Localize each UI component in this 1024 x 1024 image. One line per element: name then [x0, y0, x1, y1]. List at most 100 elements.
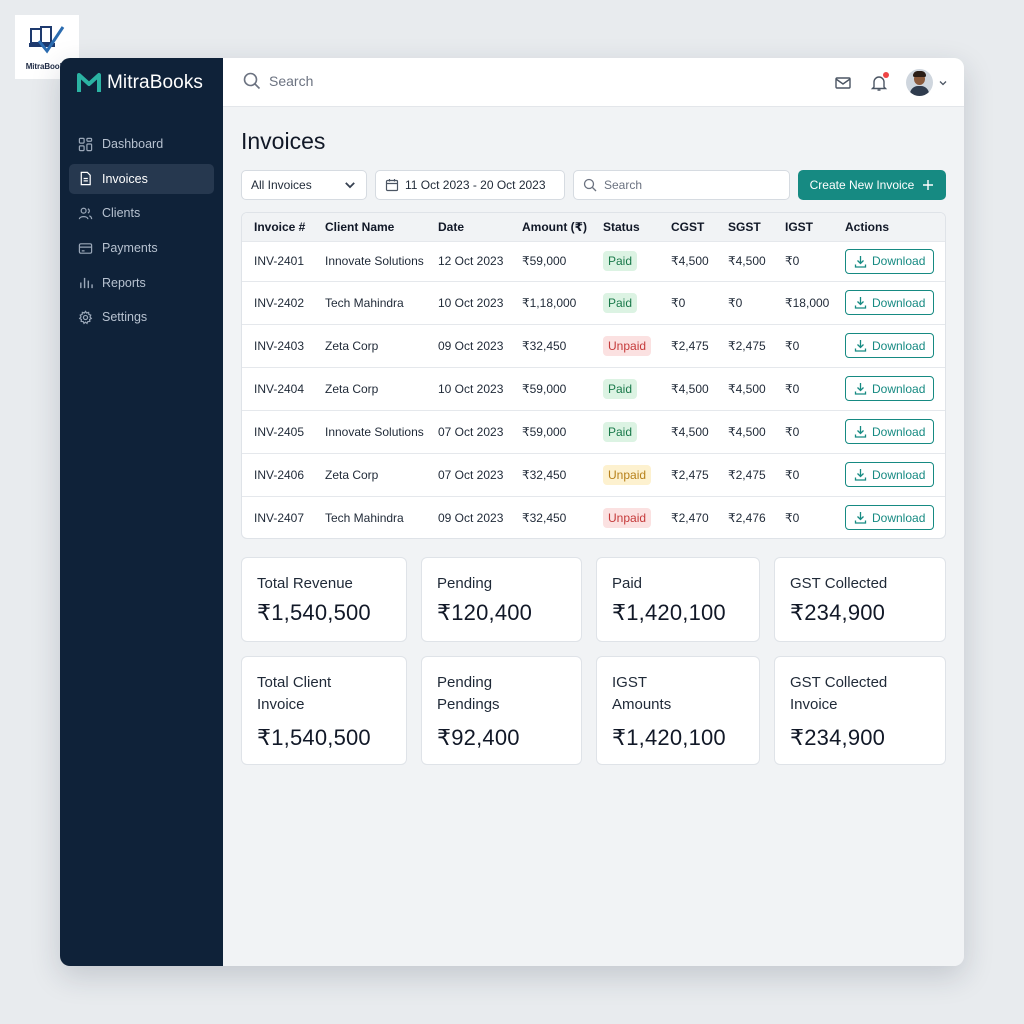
download-button[interactable]: Download [845, 376, 935, 401]
user-menu[interactable] [906, 69, 948, 96]
status-badge: Unpaid [603, 464, 652, 485]
sidebar-item-payments[interactable]: Payments [69, 233, 214, 263]
sidebar: MitraBooks Dashboard Invoices Clients Pa… [60, 58, 223, 966]
cell-amount: ₹1,18,000 [522, 295, 577, 310]
cell-status: Paid [591, 281, 659, 324]
cell-sgst: ₹4,500 [728, 381, 766, 396]
top-search[interactable]: Search [243, 72, 313, 90]
plus-icon [923, 180, 934, 190]
cell-status: Unpaid [591, 324, 659, 367]
column-header[interactable]: IGST [785, 219, 814, 234]
card-label-line-1: GST Collected [790, 674, 888, 691]
table-row[interactable]: INV-2406 Zeta Corp 07 Oct 2023 ₹32,450 U… [242, 453, 945, 496]
card-label-line-2: Invoice [257, 696, 305, 713]
card-value: ₹92,400 [437, 725, 520, 750]
date-range-picker[interactable]: 11 Oct 2023 - 20 Oct 2023 [375, 170, 565, 200]
download-button[interactable]: Download [845, 290, 935, 315]
card-value: ₹120,400 [437, 600, 533, 625]
brand[interactable]: MitraBooks [77, 72, 203, 94]
card-label-line-2: Pendings [437, 696, 500, 713]
sidebar-item-invoices[interactable]: Invoices [69, 163, 214, 194]
bell-icon [870, 75, 888, 91]
card-label-line-1: Total Client [257, 674, 332, 691]
cell-amount: ₹59,000 [522, 424, 567, 439]
table-row[interactable]: INV-2405 Innovate Solutions 07 Oct 2023 … [242, 410, 945, 453]
card-label-line-2: Invoice [790, 696, 838, 713]
card-value: ₹234,900 [790, 600, 886, 625]
cell-date: 10 Oct 2023 [438, 381, 504, 396]
sidebar-item-label: Clients [102, 206, 141, 221]
cell-actions: Download [833, 367, 945, 410]
cell-actions: Download [833, 453, 945, 496]
status-filter-value: All Invoices [251, 178, 312, 192]
cell-cgst: ₹2,475 [671, 467, 709, 482]
column-header[interactable]: SGST [728, 219, 761, 234]
column-header[interactable]: Date [438, 219, 465, 234]
sidebar-item-settings[interactable]: Settings [69, 302, 214, 332]
sidebar-nav: Dashboard Invoices Clients Payments Repo… [69, 129, 214, 337]
card-value: ₹1,420,100 [612, 600, 726, 625]
download-button[interactable]: Download [845, 248, 935, 274]
cell-cgst: ₹4,500 [671, 381, 709, 396]
column-header[interactable]: Status [603, 219, 640, 234]
card-gst-collected-invoice: GST Collected Invoice ₹234,900 [774, 656, 946, 765]
card-paid: Paid ₹1,420,100 [596, 557, 760, 642]
sidebar-item-label: Payments [102, 241, 158, 256]
sidebar-item-label: Settings [102, 310, 148, 325]
card-value: ₹1,540,500 [257, 600, 371, 625]
download-icon [854, 383, 867, 395]
cell-sgst: ₹2,476 [728, 510, 766, 525]
column-header[interactable]: Amount (₹) [522, 219, 587, 234]
column-header[interactable]: Invoice # [254, 219, 306, 234]
top-icons [834, 69, 948, 96]
download-icon [854, 512, 867, 524]
cell-sgst: ₹4,500 [728, 254, 766, 268]
status-filter-select[interactable]: All Invoices [241, 170, 367, 200]
chevron-down-icon[interactable] [938, 78, 948, 88]
page-title: Invoices [241, 128, 326, 154]
cell-invoice: INV-2403 [254, 338, 305, 353]
cell-cgst: ₹0 [671, 295, 686, 310]
cell-date: 10 Oct 2023 [438, 295, 504, 310]
notification-button[interactable] [870, 71, 889, 92]
cell-amount: ₹59,000 [522, 381, 567, 396]
download-button[interactable]: Download [845, 462, 935, 487]
cell-invoice: INV-2407 [254, 510, 305, 525]
app-window: MitraBooks Dashboard Invoices Clients Pa… [60, 58, 964, 966]
table-row[interactable]: INV-2401 Innovate Solutions 12 Oct 2023 … [242, 241, 945, 281]
cell-invoice: INV-2401 [254, 254, 305, 268]
column-header[interactable]: Client Name [325, 219, 395, 234]
download-button[interactable]: Download [845, 419, 935, 444]
table-row[interactable]: INV-2404 Zeta Corp 10 Oct 2023 ₹59,000 P… [242, 367, 945, 410]
download-label: Download [872, 254, 926, 268]
download-button[interactable]: Download [845, 505, 935, 531]
column-header[interactable]: CGST [671, 219, 705, 234]
table-search-input[interactable]: Search [573, 170, 790, 200]
mail-icon[interactable] [834, 74, 852, 92]
card-label: Pending [437, 575, 493, 592]
avatar[interactable] [906, 69, 933, 96]
card-total-client-invoice: Total Client Invoice ₹1,540,500 [241, 656, 407, 765]
cell-date: 07 Oct 2023 [438, 424, 504, 439]
status-badge: Paid [603, 251, 638, 271]
cell-sgst: ₹2,475 [728, 338, 766, 353]
cell-cgst: ₹4,500 [671, 254, 709, 268]
table-row[interactable]: INV-2402 Tech Mahindra 10 Oct 2023 ₹1,18… [242, 281, 945, 324]
create-invoice-button[interactable]: Create New Invoice [798, 170, 946, 200]
cell-invoice: INV-2406 [254, 467, 305, 482]
top-search-input[interactable]: Search [269, 73, 314, 89]
cell-cgst: ₹2,475 [671, 338, 709, 353]
sidebar-item-dashboard[interactable]: Dashboard [69, 129, 214, 159]
table-row[interactable]: INV-2403 Zeta Corp 09 Oct 2023 ₹32,450 U… [242, 324, 945, 367]
cell-client: Zeta Corp [325, 381, 379, 396]
download-button[interactable]: Download [845, 333, 935, 358]
brand-logo-icon [77, 73, 101, 92]
download-label: Download [872, 295, 926, 310]
cell-igst: ₹0 [785, 381, 800, 396]
cell-status: Paid [591, 410, 659, 453]
sidebar-item-reports[interactable]: Reports [69, 268, 214, 298]
cell-invoice: INV-2405 [254, 424, 305, 439]
sidebar-item-clients[interactable]: Clients [69, 198, 214, 228]
card-value: ₹234,900 [790, 725, 886, 750]
table-row[interactable]: INV-2407 Tech Mahindra 09 Oct 2023 ₹32,4… [242, 496, 945, 538]
